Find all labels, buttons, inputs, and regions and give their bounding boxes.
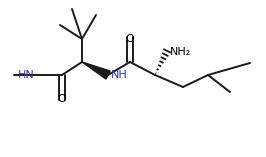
Text: HN: HN <box>18 70 35 80</box>
Polygon shape <box>82 62 110 79</box>
Text: O: O <box>126 34 134 44</box>
Text: O: O <box>58 94 66 104</box>
Text: NH: NH <box>111 70 128 80</box>
Text: NH₂: NH₂ <box>170 47 191 57</box>
